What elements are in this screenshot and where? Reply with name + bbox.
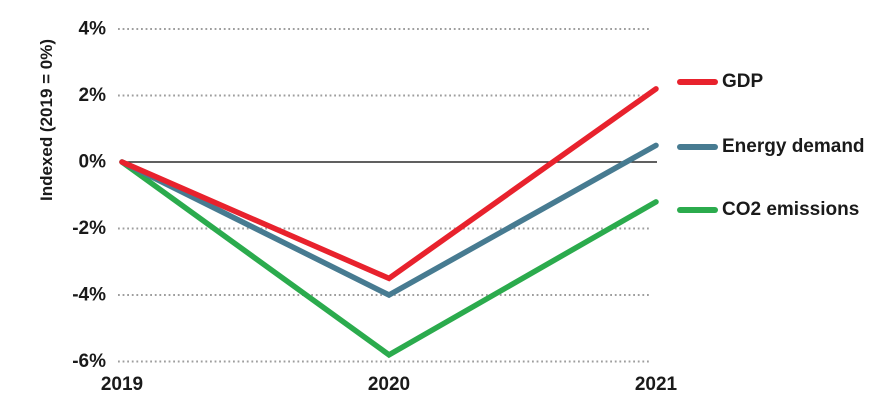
y-tick-label: -2% <box>72 218 106 239</box>
legend-label-energy-demand: Energy demand <box>722 136 865 157</box>
y-tick-label: -6% <box>72 351 106 372</box>
y-tick-label: -4% <box>72 285 106 306</box>
legend-swatch-gdp <box>677 79 718 85</box>
legend-item-co2-emissions: CO2 emissions <box>677 198 859 222</box>
legend-swatch-energy-demand <box>677 144 718 150</box>
x-tick-label: 2021 <box>635 374 678 395</box>
y-tick-label: 0% <box>79 152 107 173</box>
legend-label-co2-emissions: CO2 emissions <box>722 199 860 220</box>
series-line-energy-demand <box>119 142 659 299</box>
y-tick-label: 4% <box>79 19 107 40</box>
legend-item-gdp: GDP <box>677 70 763 94</box>
x-tick-label: 2020 <box>368 374 410 395</box>
x-tick-label: 2019 <box>101 374 143 395</box>
series-line-co2-emissions <box>119 159 659 359</box>
y-tick-label: 2% <box>79 85 107 106</box>
legend-label-gdp: GDP <box>722 71 764 92</box>
legend-item-energy-demand: Energy demand <box>677 135 865 159</box>
legend-swatch-co2-emissions <box>677 207 718 213</box>
series-line-gdp <box>119 86 659 282</box>
